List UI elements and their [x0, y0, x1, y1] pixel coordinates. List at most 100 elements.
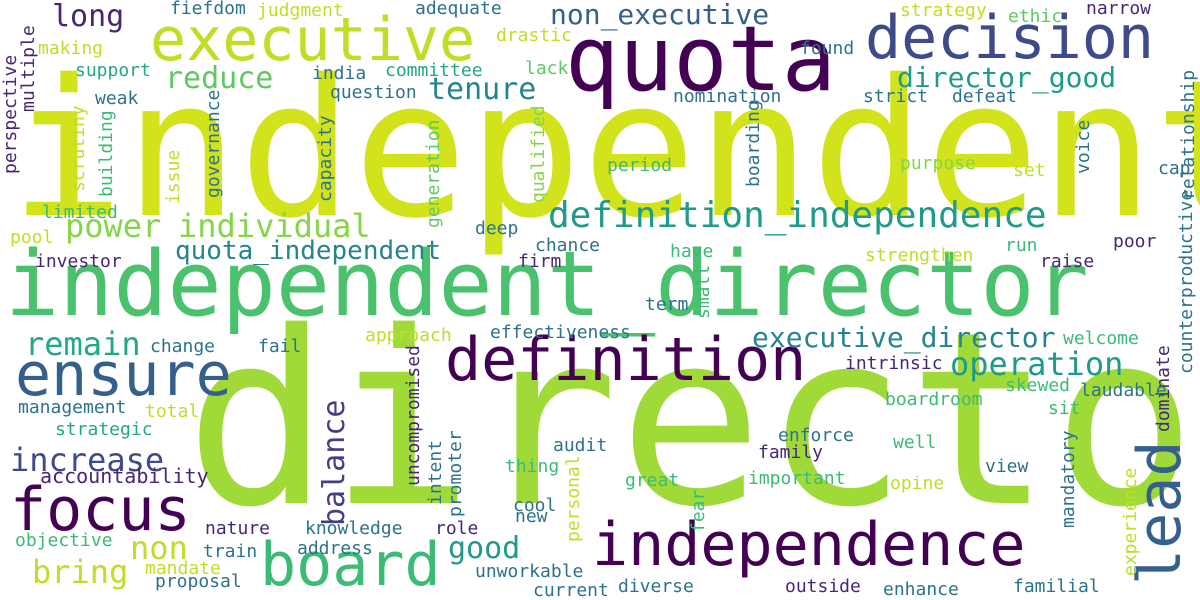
cloud-word-deep: deep [475, 218, 519, 239]
cloud-word-fail: fail [258, 336, 302, 357]
cloud-word-executive: executive [150, 5, 476, 75]
cloud-word-independent-director: independent_director [5, 232, 1089, 337]
cloud-word-fiefdom: fiefdom [170, 0, 246, 19]
cloud-word-experience: experience [1120, 467, 1141, 576]
cloud-word-total: total [145, 401, 200, 422]
cloud-word-family: family [758, 442, 824, 463]
cloud-word-current: current [533, 580, 609, 600]
cloud-word-uncompromised: uncompromised [403, 345, 424, 486]
cloud-word-lack: lack [525, 58, 569, 79]
cloud-word-familial: familial [1013, 576, 1100, 597]
cloud-word-defeat: defeat [952, 86, 1018, 107]
cloud-word-great: great [625, 470, 680, 491]
cloud-word-run: run [1005, 235, 1038, 256]
cloud-word-intrinsic: intrinsic [845, 353, 943, 374]
cloud-word-bring: bring [32, 553, 129, 591]
cloud-word-personal: personal [563, 455, 584, 542]
cloud-word-board: board [260, 530, 441, 600]
cloud-word-power: power [65, 207, 162, 245]
cloud-word-strict: strict [863, 86, 929, 107]
cloud-word-weak: weak [95, 88, 139, 109]
cloud-word-executive-director: executive_director [752, 321, 1056, 354]
cloud-word-sit: sit [1048, 398, 1081, 419]
cloud-word-non-executive: non_executive [550, 0, 770, 31]
cloud-word-nature: nature [205, 518, 271, 539]
cloud-word-effectiveness: effectiveness [490, 322, 631, 343]
cloud-word-governance: governance [203, 89, 224, 198]
cloud-word-welcome: welcome [1063, 328, 1139, 349]
cloud-word-quota-independent: quota_independent [175, 236, 442, 266]
cloud-word-fear: fear [688, 489, 709, 533]
cloud-word-decision: decision [865, 3, 1154, 73]
cloud-word-management: management [18, 397, 127, 418]
cloud-word-have: have [670, 241, 714, 262]
cloud-word-boardroom: boardroom [885, 389, 983, 410]
cloud-word-drastic: drastic [496, 25, 572, 46]
cloud-word-strengthen: strengthen [865, 245, 974, 266]
cloud-word-chance: chance [535, 235, 601, 256]
cloud-word-intent: intent [425, 439, 446, 505]
cloud-word-support: support [75, 60, 151, 81]
cloud-word-relationship: relationship [1178, 69, 1199, 200]
cloud-word-perspective: perspective [0, 54, 21, 174]
cloud-word-investor: investor [35, 251, 122, 272]
cloud-word-objective: objective [15, 530, 113, 551]
cloud-word-address: address [297, 538, 373, 559]
cloud-word-director: director [185, 280, 1200, 560]
cloud-word-qualified: qualified [528, 105, 549, 203]
cloud-word-skewed: skewed [1005, 375, 1071, 396]
cloud-word-mandatory: mandatory [1058, 430, 1079, 528]
cloud-word-india: india [312, 63, 367, 84]
cloud-word-term: term [645, 294, 689, 315]
cloud-word-good: good [448, 531, 521, 566]
cloud-word-voice: voice [1073, 119, 1094, 174]
cloud-word-proposal: proposal [155, 571, 242, 592]
cloud-word-purpose: purpose [900, 153, 976, 174]
cloud-word-judgment: judgment [257, 0, 344, 21]
cloud-word-tenure: tenure [428, 72, 537, 107]
cloud-word-found: found [800, 38, 855, 59]
cloud-word-thing: thing [505, 456, 560, 477]
cloud-word-strategic: strategic [55, 419, 153, 440]
cloud-word-laudable: laudable [1080, 380, 1167, 401]
cloud-word-limited: limited [42, 202, 118, 223]
cloud-word-enforce: enforce [778, 425, 854, 446]
cloud-word-counterproductive: counterproductive [1176, 189, 1197, 374]
cloud-word-scrutiny: scrutiny [68, 105, 89, 192]
cloud-word-narrow: narrow [1086, 0, 1152, 19]
cloud-word-promoter: promoter [445, 430, 466, 517]
cloud-word-operation: operation [950, 345, 1124, 383]
cloud-word-diverse: diverse [618, 576, 694, 597]
cloud-word-multiple: multiple [18, 25, 39, 112]
cloud-word-director-good: director_good [897, 61, 1117, 94]
cloud-word-role: role [435, 518, 479, 539]
cloud-word-adequate: adequate [415, 0, 502, 19]
cloud-word-strategy: strategy [900, 0, 987, 21]
cloud-word-important: important [748, 468, 846, 489]
cloud-word-poor: poor [1113, 231, 1157, 252]
cloud-word-committee: committee [385, 60, 483, 81]
cloud-word-accountability: accountability [40, 464, 209, 488]
cloud-word-cool: cool [513, 495, 557, 516]
cloud-word-view: view [985, 456, 1029, 477]
cloud-word-independent: independent [10, 39, 1200, 260]
cloud-word-definition-independence: definition_independence [548, 195, 1047, 236]
cloud-word-definition: definition [445, 325, 807, 395]
cloud-word-issue: issue [163, 149, 184, 204]
cloud-word-knowledge: knowledge [305, 518, 403, 539]
cloud-word-nomination: nomination [673, 86, 782, 107]
cloud-word-pool: pool [10, 227, 54, 248]
cloud-word-independence: independence [592, 510, 1026, 580]
cloud-word-set: set [1013, 160, 1046, 181]
cloud-word-non: non [130, 529, 188, 567]
cloud-word-boarding: boarding [743, 100, 764, 187]
cloud-word-making: making [38, 38, 104, 59]
cloud-word-capacity: capacity [315, 115, 336, 202]
cloud-word-period: period [607, 155, 673, 176]
cloud-word-focus: focus [10, 475, 191, 545]
cloud-word-new: new [515, 506, 548, 527]
cloud-word-building: building [96, 110, 117, 197]
cloud-word-cap: cap [1158, 158, 1191, 179]
cloud-word-generation: generation [423, 119, 444, 228]
